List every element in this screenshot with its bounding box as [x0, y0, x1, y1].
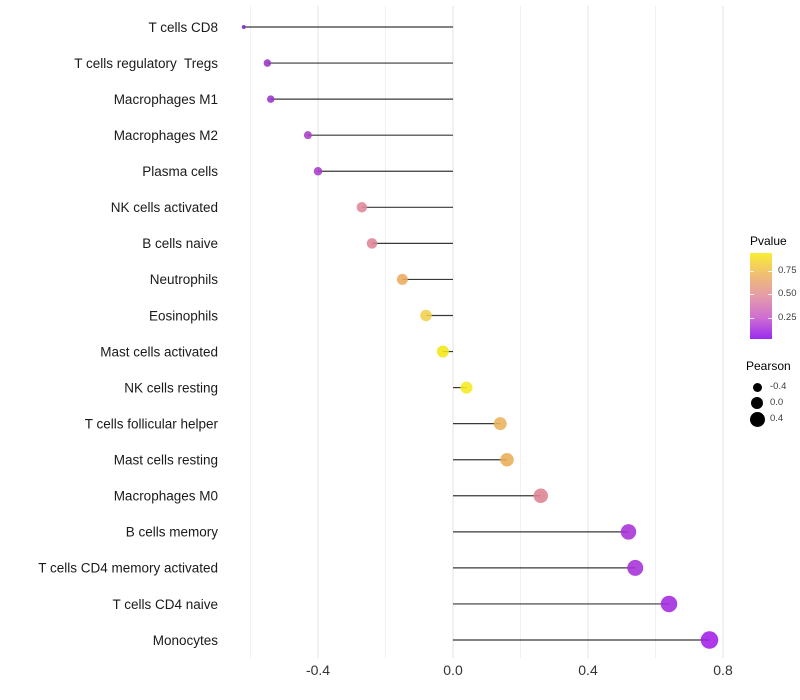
pvalue-colorbar-tick	[750, 317, 754, 319]
lollipop-dot	[313, 166, 323, 176]
lollipop-dot	[627, 559, 644, 576]
y-axis-label: Plasma cells	[142, 164, 218, 179]
pvalue-colorbar-tick	[768, 293, 772, 295]
y-axis-label: Macrophages M2	[114, 128, 218, 143]
y-axis-label: T cells CD8	[148, 20, 218, 35]
y-axis-label: T cells CD4 naive	[112, 597, 218, 612]
pvalue-colorbar-tick	[768, 317, 772, 319]
y-axis-label: Mast cells resting	[114, 453, 218, 468]
x-axis-tick-label: -0.4	[306, 662, 330, 678]
lollipop-dot	[436, 345, 449, 358]
lollipop-dot	[500, 452, 514, 467]
pvalue-tick-label: 0.50	[778, 287, 797, 299]
y-axis-label: NK cells activated	[111, 200, 218, 215]
pvalue-colorbar	[750, 253, 772, 339]
y-axis-label: B cells memory	[126, 525, 219, 540]
y-axis-label: B cells naive	[142, 236, 218, 251]
pearson-size-label: 0.0	[770, 397, 784, 408]
y-axis-label: T cells CD4 memory activated	[38, 561, 218, 576]
y-axis-label: T cells regulatory Tregs	[74, 56, 218, 71]
lollipop-dot	[356, 202, 368, 213]
lollipop-dot	[620, 524, 637, 540]
pvalue-colorbar-tick	[750, 270, 754, 272]
pearson-size-dot	[752, 382, 762, 392]
pvalue-tick-label: 0.75	[778, 264, 797, 276]
y-axis-label: Eosinophils	[149, 308, 218, 323]
lollipop-dot	[303, 131, 312, 140]
pearson-size-label: 0.4	[770, 413, 784, 424]
y-axis-label: NK cells resting	[124, 380, 218, 395]
y-axis-label: Macrophages M1	[114, 92, 218, 107]
y-axis-label: Neutrophils	[150, 272, 219, 287]
lollipop-dot	[660, 595, 678, 613]
lollipop-dot	[267, 95, 275, 103]
lollipop-dot	[533, 488, 548, 504]
y-axis-label: Macrophages M0	[114, 489, 218, 504]
pearson-legend-title: Pearson	[746, 359, 791, 373]
lollipop-dot	[460, 381, 473, 394]
pearson-size-dot	[751, 397, 763, 409]
pvalue-legend-title: Pvalue	[750, 234, 787, 248]
pearson-size-label: -0.4	[770, 381, 787, 392]
x-axis-tick-label: 0.4	[578, 662, 598, 678]
lollipop-dot	[366, 238, 378, 249]
pearson-size-dot	[749, 411, 765, 427]
y-axis-label: Mast cells activated	[100, 344, 218, 359]
y-axis-label: Monocytes	[153, 633, 219, 648]
lollipop-dot	[263, 59, 272, 67]
lollipop-dot	[396, 273, 408, 285]
x-axis-tick-label: 0.0	[443, 662, 463, 678]
pvalue-tick-label: 0.25	[778, 311, 797, 323]
lollipop-dot	[420, 309, 432, 322]
y-axis-label: T cells follicular helper	[85, 416, 219, 431]
pvalue-colorbar-tick	[768, 270, 772, 272]
lollipop-dot	[241, 25, 246, 29]
lollipop-dot	[493, 417, 507, 431]
x-axis-tick-label: 0.8	[713, 662, 733, 678]
lollipop-dot	[700, 631, 719, 649]
pvalue-colorbar-tick	[750, 293, 754, 295]
